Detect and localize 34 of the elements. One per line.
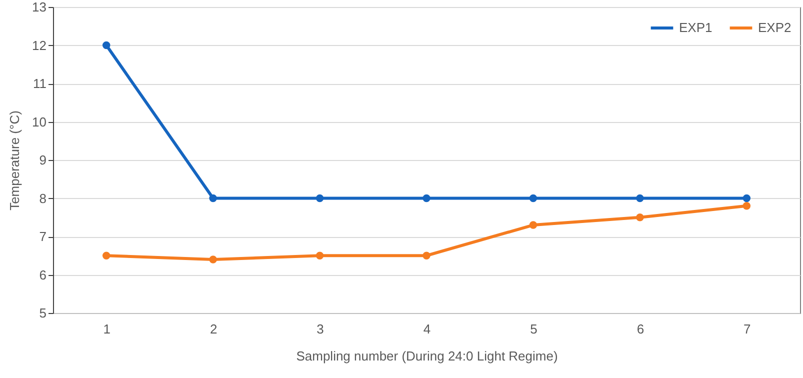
point [316,252,324,260]
y-tick-label: 7 [39,229,46,244]
point [102,252,110,260]
point [209,256,217,264]
legend-label: EXP2 [758,20,792,35]
point [636,194,644,202]
y-tick-label: 12 [32,38,46,53]
x-tick-label: 6 [636,322,644,336]
point [316,194,324,202]
point [529,194,538,202]
point [209,194,217,202]
point [742,202,751,210]
point [422,252,430,260]
x-tick-label: 2 [210,322,218,336]
point [742,194,751,202]
y-axis-title: Temperature (°C) [7,110,22,210]
y-tick-label: 9 [39,152,46,168]
x-tick-label: 3 [316,322,324,336]
y-tick-label: 10 [32,114,46,130]
x-tick-label: 4 [423,322,431,336]
y-tick-label: 13 [32,0,46,14]
x-tick-label: 1 [103,322,110,336]
y-tick-label: 6 [39,267,46,282]
y-tick-label: 8 [39,190,46,206]
legend-label: EXP1 [679,20,712,35]
point [422,194,430,202]
x-tick-label: 7 [744,322,751,336]
point [529,221,538,229]
x-axis-title: Sampling number (During 24:0 Light Regime) [296,348,558,364]
y-tick-label: 11 [33,76,46,91]
y-tick-label: 5 [39,306,46,320]
point [636,214,644,222]
x-tick-label: 5 [530,322,538,336]
point [102,41,110,50]
